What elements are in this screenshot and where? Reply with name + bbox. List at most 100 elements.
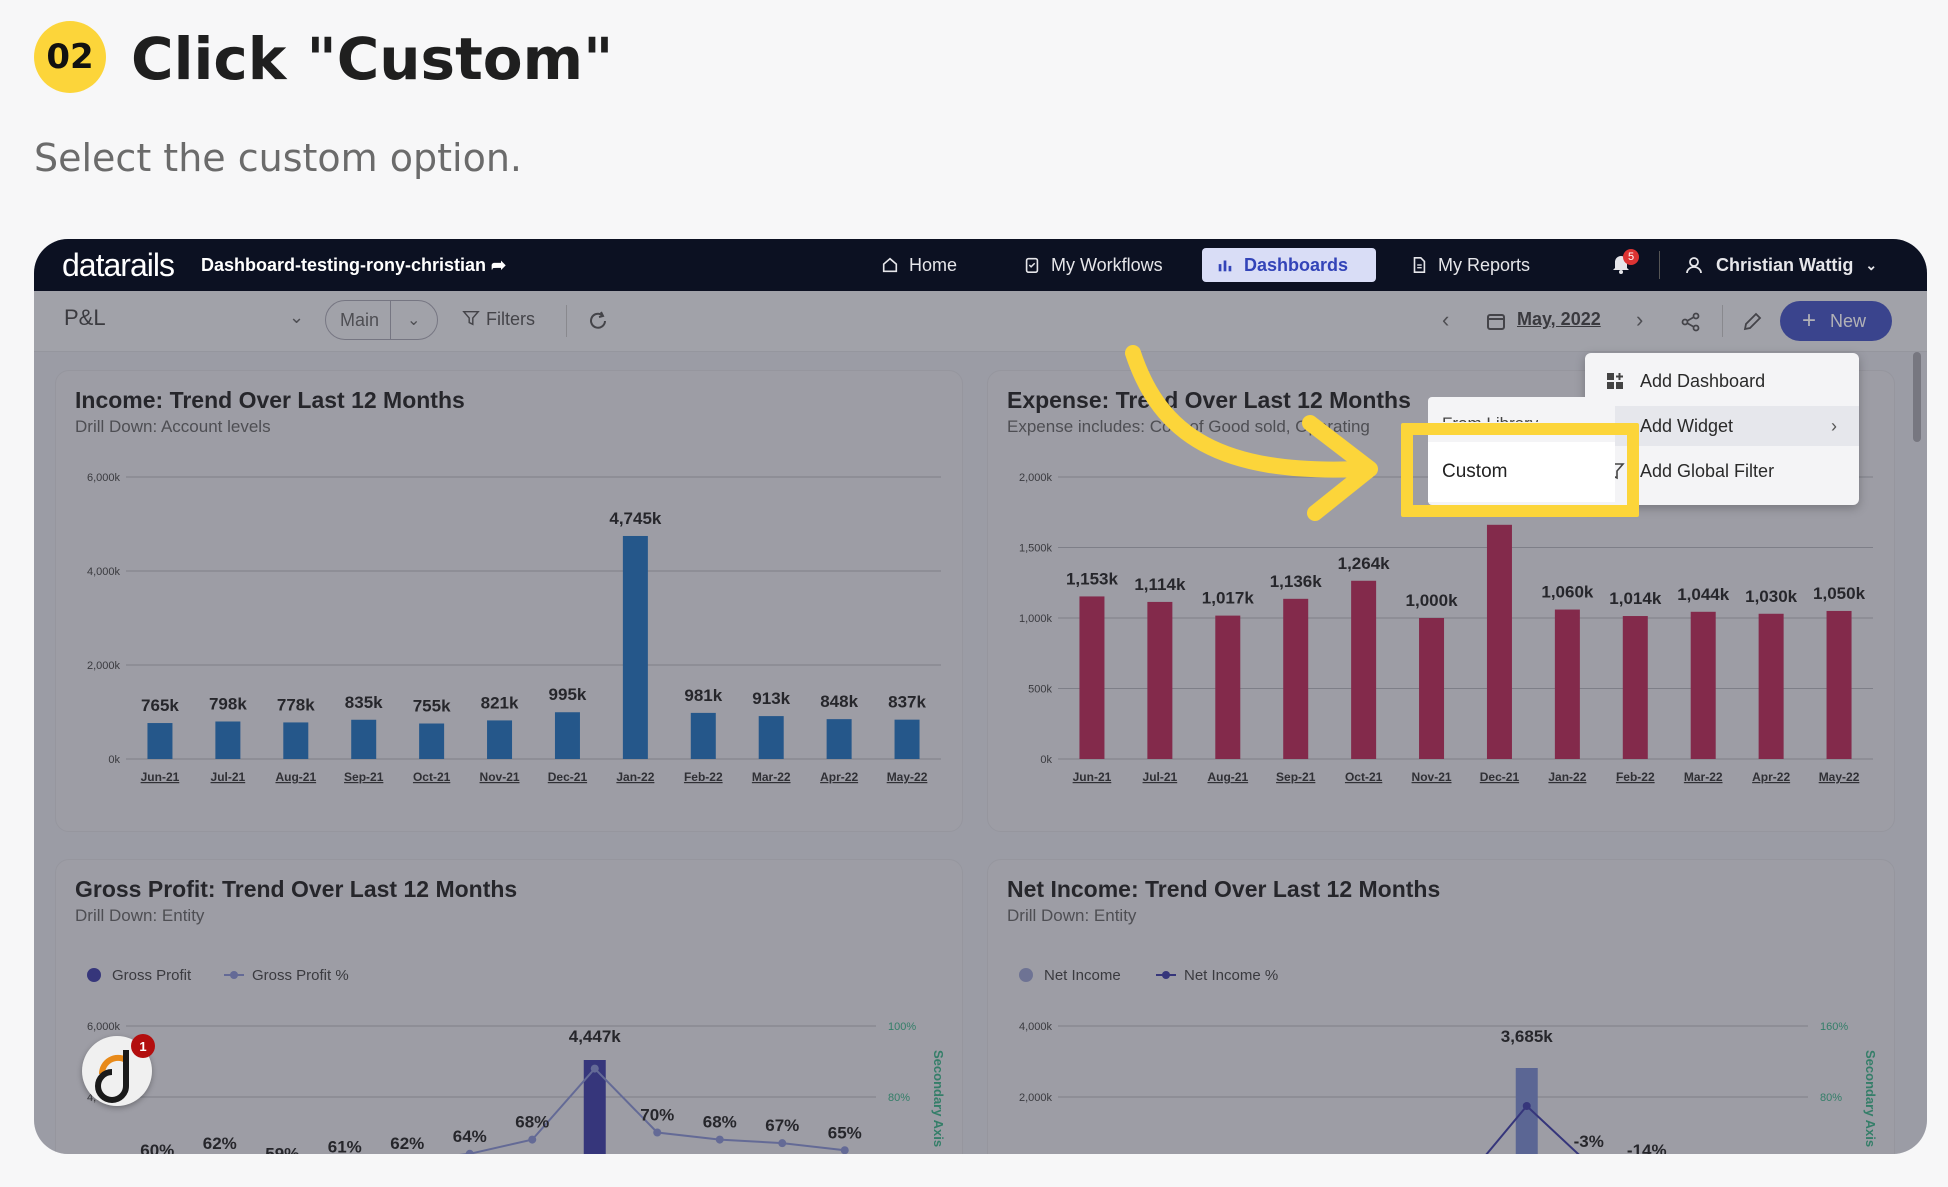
plus-icon: +: [1802, 307, 1817, 334]
x-tick-label: Oct-21: [1345, 770, 1383, 784]
data-label: 835k: [345, 693, 383, 712]
report-selector[interactable]: P&L: [64, 305, 106, 330]
data-label: 1,044k: [1677, 585, 1730, 604]
line-point: [778, 1139, 787, 1148]
data-label: 64%: [453, 1127, 487, 1146]
x-tick-label: Nov-21: [480, 770, 520, 784]
data-label: 837k: [888, 693, 926, 712]
y-tick-label: 2,000k: [1019, 472, 1053, 484]
nav-my-reports[interactable]: My Reports: [1396, 248, 1544, 282]
secondary-axis-label: Secondary Axis: [931, 1050, 946, 1147]
next-period-button[interactable]: ›: [1636, 307, 1644, 332]
data-label: 913k: [752, 689, 790, 708]
x-tick-label: Oct-21: [413, 770, 451, 784]
bar: [554, 712, 580, 759]
refresh-icon[interactable]: [587, 310, 609, 332]
y-tick-label: 6,000k: [87, 1021, 121, 1033]
net-income-widget[interactable]: Net Income: Trend Over Last 12 Months Dr…: [987, 859, 1895, 1154]
nav-my-workflows[interactable]: My Workflows: [1009, 248, 1177, 282]
expense-bar-chart: 0k 500k 1,000k 1,500k 2,000k 1,153k Jun-21 1,11…: [1019, 472, 1873, 784]
x-tick-label: May-22: [1819, 770, 1860, 784]
data-label: 1,014k: [1609, 589, 1662, 608]
gross-profit-widget[interactable]: Gross Profit: Trend Over Last 12 Months …: [55, 859, 963, 1154]
home-icon: [882, 257, 898, 273]
filters-button[interactable]: Filters: [462, 309, 535, 330]
y-tick-label: 1,500k: [1019, 543, 1053, 555]
x-tick-label: Mar-22: [752, 770, 791, 784]
bar: [1283, 598, 1309, 759]
data-label: 68%: [515, 1113, 549, 1132]
divider: [566, 305, 567, 337]
view-selector[interactable]: Main ⌄: [325, 300, 438, 340]
submenu-item-custom[interactable]: Custom: [1428, 442, 1615, 502]
data-label: 995k: [549, 685, 587, 704]
secondary-y-tick-label: 80%: [1820, 1092, 1842, 1104]
datarails-logo[interactable]: datarails: [62, 247, 175, 283]
data-label: 1,153k: [1066, 569, 1119, 588]
chevron-down-icon: ⌄: [1865, 256, 1878, 273]
x-tick-label: Dec-21: [1480, 770, 1520, 784]
bar-chart-icon: [1218, 260, 1232, 272]
bar: [583, 1060, 606, 1154]
secondary-y-tick-label: 160%: [1820, 1021, 1848, 1033]
previous-period-button[interactable]: ‹: [1442, 307, 1450, 332]
share-icon[interactable]: [1680, 311, 1702, 333]
top-navigation: datarails Dashboard-testing-rony-christi…: [34, 239, 1927, 291]
data-label: 1,114k: [1134, 575, 1186, 594]
user-menu[interactable]: Christian Wattig ⌄: [1684, 248, 1877, 282]
data-label: 778k: [277, 695, 315, 714]
secondary-y-tick-label: 100%: [888, 1021, 916, 1033]
y-tick-label: 500k: [1028, 684, 1052, 696]
x-tick-label: Nov-21: [1412, 770, 1452, 784]
legend-label: Gross Profit %: [252, 967, 349, 984]
chat-notification-badge: 1: [131, 1034, 155, 1058]
chevron-right-icon: ›: [1831, 415, 1837, 436]
external-link-icon[interactable]: ➦: [491, 255, 507, 275]
chevron-down-icon[interactable]: ⌄: [289, 307, 305, 327]
bar: [487, 720, 513, 759]
secondary-y-tick-label: 80%: [888, 1092, 910, 1104]
line-point: [1522, 1102, 1531, 1110]
income-widget[interactable]: Income: Trend Over Last 12 Months Drill …: [55, 370, 963, 832]
line-point: [715, 1135, 724, 1144]
datarails-d-icon: [95, 1050, 129, 1103]
nav-home[interactable]: Home: [867, 248, 971, 282]
line-point: [465, 1149, 474, 1154]
nav-dashboards[interactable]: Dashboards: [1202, 248, 1376, 282]
dashboard-name: Dashboard-testing-rony-christian ➦: [201, 255, 507, 275]
x-tick-label: Dec-21: [548, 770, 588, 784]
widget-subtitle: Drill Down: Entity: [1007, 906, 1137, 925]
legend-label: Net Income %: [1184, 967, 1278, 984]
bar: [1215, 615, 1241, 759]
x-tick-label: Aug-21: [1207, 770, 1248, 784]
bar: [1486, 524, 1512, 759]
dashboard-toolbar: P&L ⌄ Main ⌄ Filters ‹ May, 2022 › + New: [34, 291, 1927, 352]
data-label: 981k: [684, 686, 722, 705]
x-tick-label: Aug-21: [275, 770, 316, 784]
legend-label: Net Income: [1044, 967, 1121, 984]
widget-title: Expense: Trend Over Last 12 Months: [1007, 387, 1411, 413]
x-tick-label: Sep-21: [344, 770, 384, 784]
data-label: 60%: [140, 1141, 174, 1154]
bar: [826, 719, 852, 759]
expense-widget[interactable]: Expense: Trend Over Last 12 Months Expen…: [987, 370, 1895, 832]
scrollbar-thumb[interactable]: [1913, 352, 1921, 442]
data-label: 61%: [328, 1137, 362, 1154]
edit-pencil-icon[interactable]: [1741, 311, 1763, 333]
line-point: [528, 1135, 537, 1144]
notifications-button[interactable]: 5: [1611, 249, 1639, 280]
bar: [1351, 580, 1377, 759]
x-tick-label: Apr-22: [1752, 770, 1790, 784]
x-tick-label: May-22: [887, 770, 928, 784]
y-tick-label: 4,000k: [87, 566, 121, 578]
submenu-item-from-library[interactable]: From Library: [1442, 411, 1538, 422]
period-selector[interactable]: May, 2022: [1517, 309, 1601, 329]
highlight-box: [1401, 423, 1639, 517]
widget-title: Income: Trend Over Last 12 Months: [75, 387, 465, 413]
data-label: -3%: [1574, 1132, 1604, 1151]
menu-item-add-dashboard[interactable]: Add Dashboard: [1585, 361, 1859, 401]
calendar-icon[interactable]: [1485, 310, 1507, 332]
income-bar-chart: 0k 2,000k 4,000k 6,000k 765k Jun-21 798k Jul-21…: [87, 472, 941, 784]
new-button[interactable]: + New: [1780, 301, 1892, 341]
